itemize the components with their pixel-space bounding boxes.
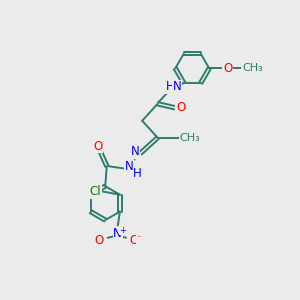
Text: O: O: [94, 234, 104, 248]
Text: +: +: [120, 226, 126, 235]
Text: H: H: [133, 167, 142, 180]
Text: Cl: Cl: [89, 185, 101, 198]
Text: O: O: [93, 140, 102, 153]
Text: H: H: [166, 80, 174, 93]
Text: ⁻: ⁻: [137, 234, 142, 243]
Text: N: N: [125, 160, 134, 173]
Text: O: O: [223, 62, 232, 75]
Text: CH₃: CH₃: [180, 133, 200, 143]
Text: O: O: [129, 234, 138, 248]
Text: N: N: [172, 80, 181, 93]
Text: O: O: [176, 101, 185, 114]
Text: N: N: [113, 227, 122, 240]
Text: CH₃: CH₃: [242, 63, 263, 73]
Text: N: N: [131, 145, 140, 158]
